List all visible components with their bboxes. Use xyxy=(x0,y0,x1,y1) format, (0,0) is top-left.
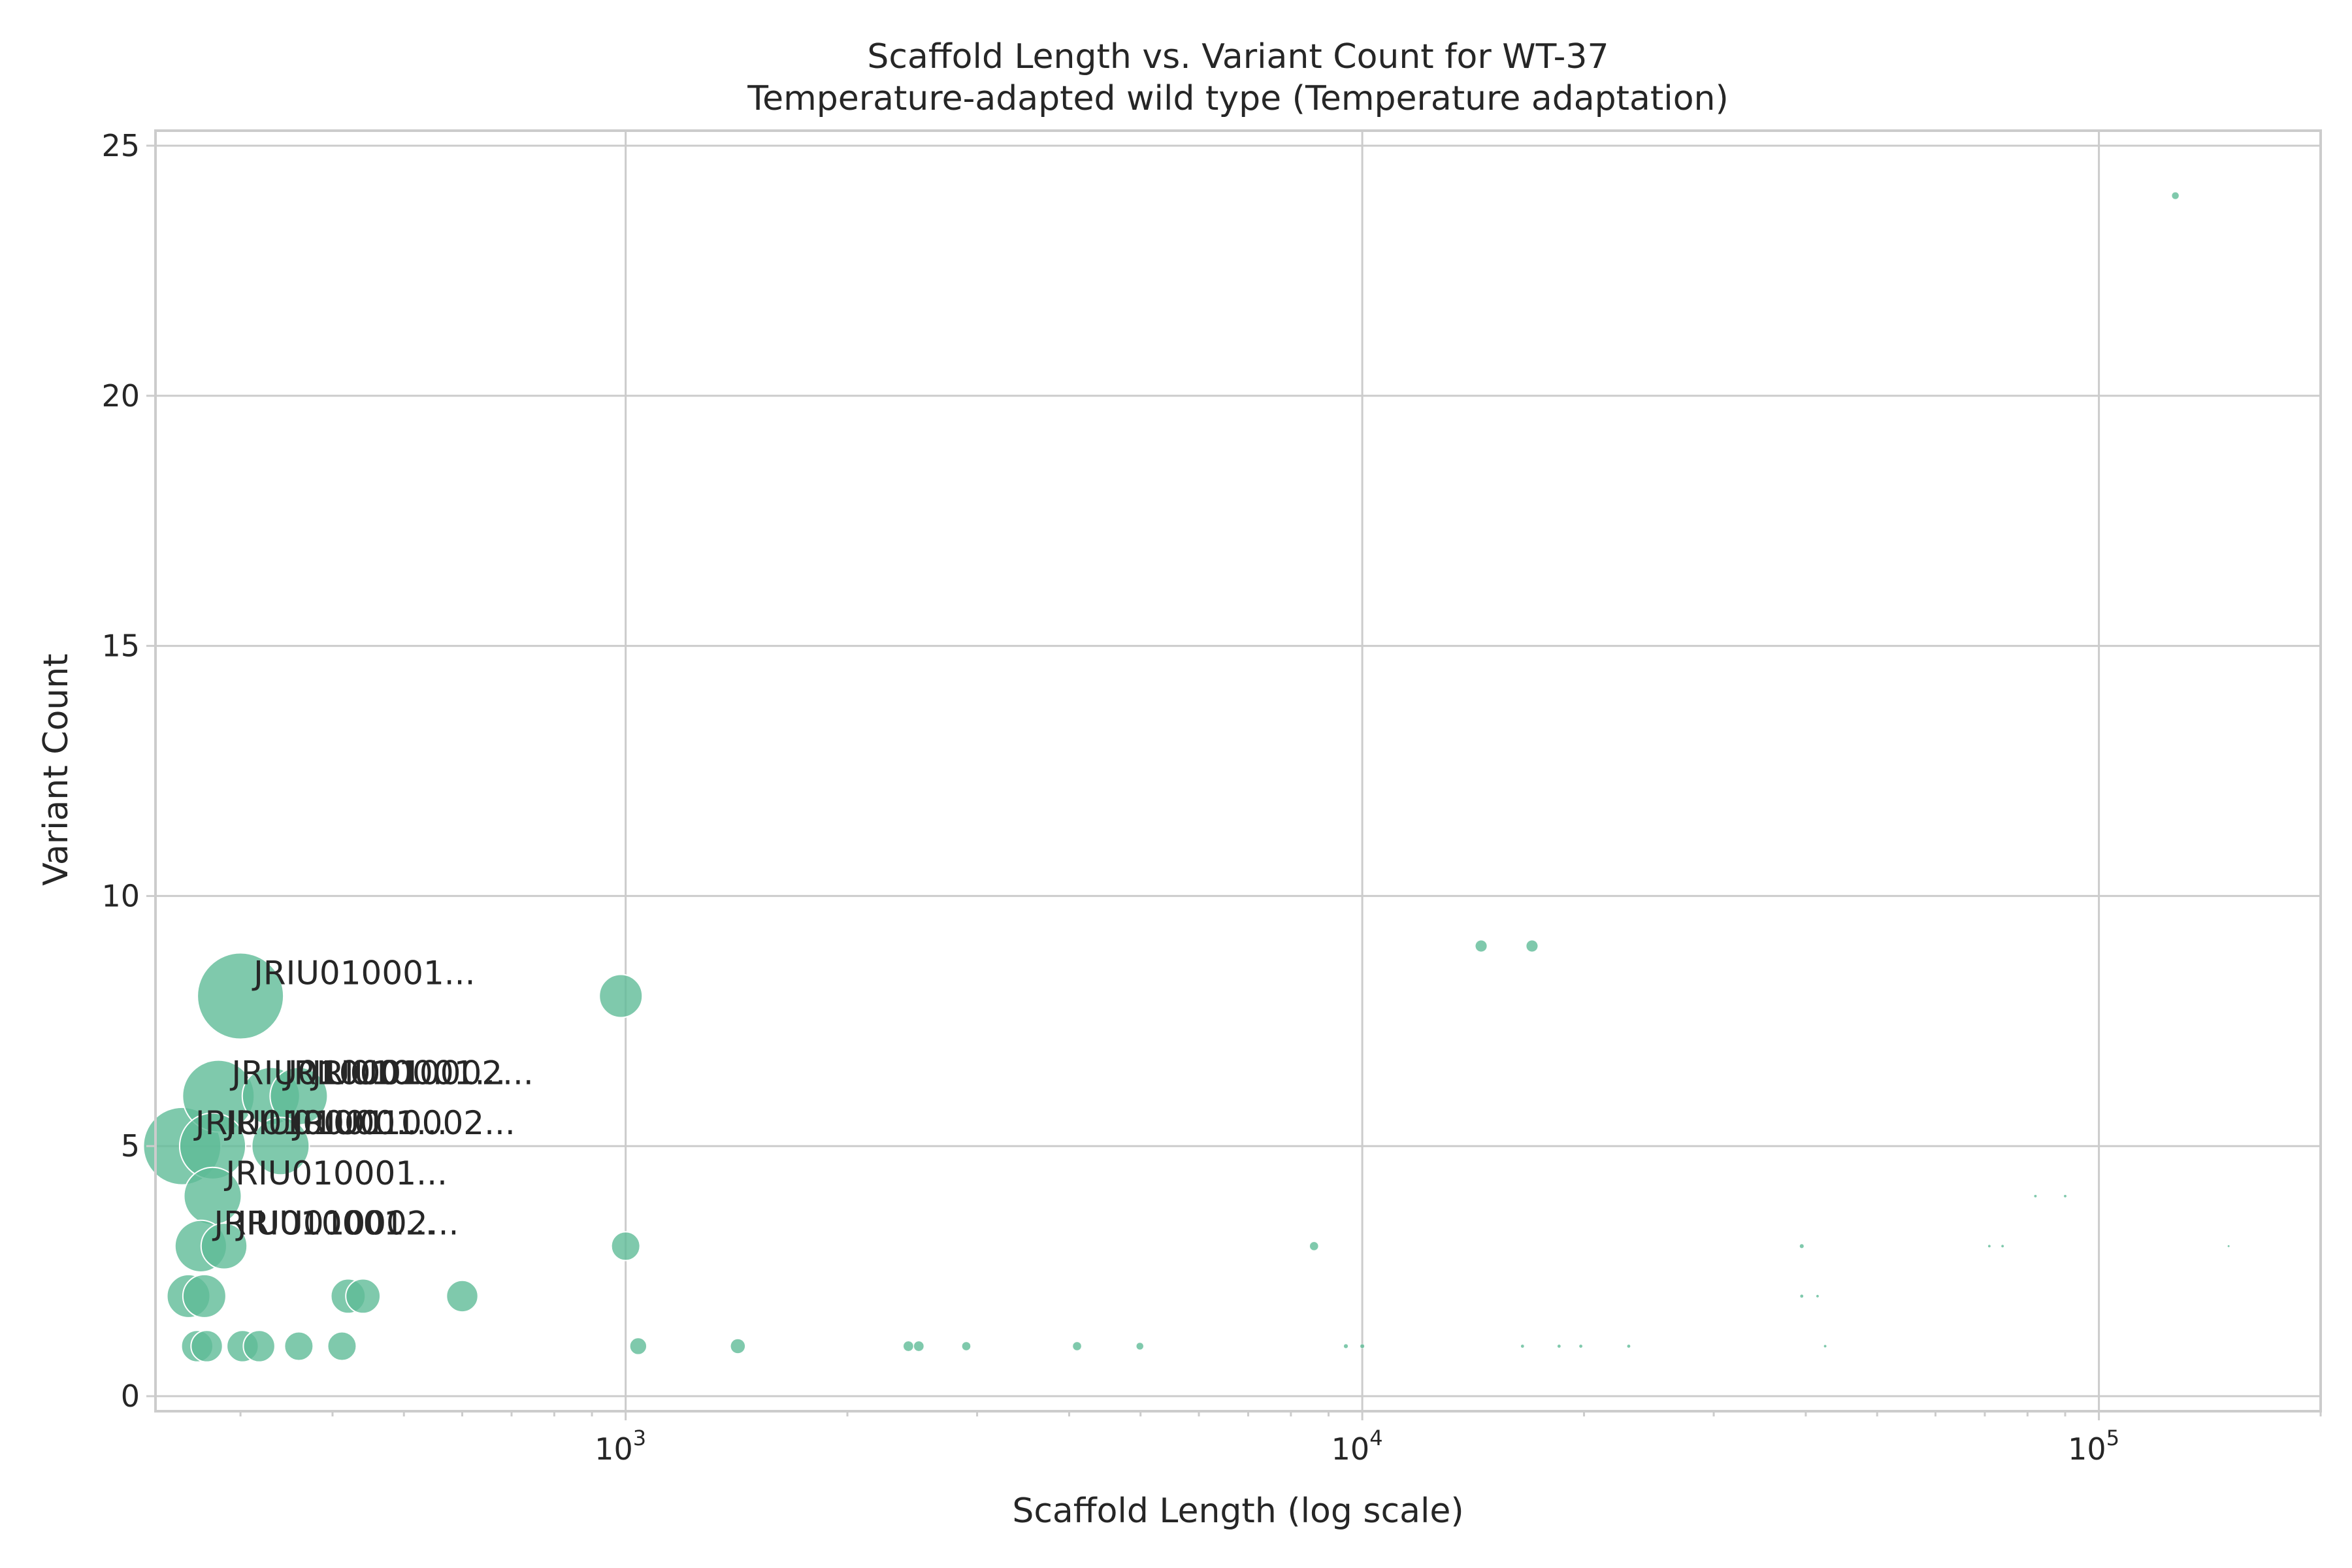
data-point xyxy=(598,973,644,1019)
data-point xyxy=(1135,1342,1144,1350)
data-point xyxy=(251,1117,310,1176)
point-annotation: JRIU010001... xyxy=(282,1054,506,1092)
data-point xyxy=(1557,1344,1561,1348)
data-point xyxy=(1823,1345,1827,1348)
point-annotation: JRIU010002... xyxy=(291,1104,515,1142)
data-point xyxy=(903,1341,914,1352)
data-point xyxy=(1627,1344,1631,1348)
data-point xyxy=(1475,939,1488,953)
x-tick-label: 103 xyxy=(595,1426,646,1467)
data-point xyxy=(1360,1343,1365,1349)
y-tick-label: 25 xyxy=(101,128,140,163)
point-annotation: JRIU010002... xyxy=(235,1204,459,1242)
point-annotation: JRIU010001... xyxy=(229,1054,453,1092)
y-tick-label: 10 xyxy=(101,878,140,913)
data-point xyxy=(1343,1343,1348,1349)
data-point xyxy=(913,1341,924,1352)
data-point xyxy=(2171,191,2180,200)
data-point xyxy=(1520,1344,1525,1348)
data-point xyxy=(629,1337,648,1356)
data-point xyxy=(2063,1194,2067,1198)
data-point xyxy=(2001,1244,2004,1248)
data-point xyxy=(200,1222,248,1270)
point-annotation: JRIU010001... xyxy=(212,1204,435,1242)
data-point xyxy=(1309,1241,1319,1251)
point-annotation: JRIU010001... xyxy=(223,1154,447,1192)
data-point xyxy=(1987,1244,1991,1248)
data-point xyxy=(242,1330,276,1363)
point-annotation: JRIU010002... xyxy=(310,1054,533,1092)
data-point xyxy=(1816,1294,1820,1298)
data-point xyxy=(1799,1243,1805,1249)
data-point xyxy=(182,1273,227,1318)
data-point xyxy=(327,1331,357,1362)
points-layer xyxy=(142,191,2230,1363)
data-point xyxy=(446,1279,479,1313)
point-annotation: JRIU010001... xyxy=(223,1104,447,1142)
grid-layer xyxy=(155,131,2321,1411)
data-point xyxy=(1526,939,1538,953)
y-tick-label: 0 xyxy=(121,1379,140,1414)
point-annotation: JRIU010001... xyxy=(193,1104,417,1142)
data-point xyxy=(610,1231,641,1262)
data-point xyxy=(284,1331,314,1362)
data-point xyxy=(2033,1194,2037,1198)
y-axis-label: Variant Count xyxy=(37,653,76,885)
data-point xyxy=(190,1330,223,1363)
data-point xyxy=(1072,1341,1082,1351)
chart-title: Scaffold Length vs. Variant Count for WT… xyxy=(867,37,1609,76)
chart-subtitle: Temperature-adapted wild type (Temperatu… xyxy=(747,79,1729,118)
data-point xyxy=(1578,1344,1583,1348)
x-axis-label: Scaffold Length (log scale) xyxy=(1012,1492,1463,1531)
plot-frame xyxy=(154,129,2322,1413)
y-tick-label: 5 xyxy=(121,1128,140,1164)
annotation-layer: JRIU010001...JRIU010001...JRIU010001...J… xyxy=(193,955,534,1243)
data-point xyxy=(345,1278,382,1315)
x-tick-label: 104 xyxy=(1331,1426,1383,1467)
x-tick-label: 105 xyxy=(2068,1426,2119,1467)
point-annotation: JRIU010001... xyxy=(252,955,475,992)
y-tick-label: 20 xyxy=(101,378,140,414)
ticks-layer: 0 5 10 15 20 25 103 104 105 xyxy=(101,128,2322,1467)
data-point xyxy=(962,1341,971,1351)
data-point xyxy=(730,1339,745,1354)
data-point xyxy=(2227,1245,2230,1248)
data-point xyxy=(1799,1294,1804,1298)
y-tick-label: 15 xyxy=(101,629,140,664)
data-point xyxy=(197,952,285,1040)
